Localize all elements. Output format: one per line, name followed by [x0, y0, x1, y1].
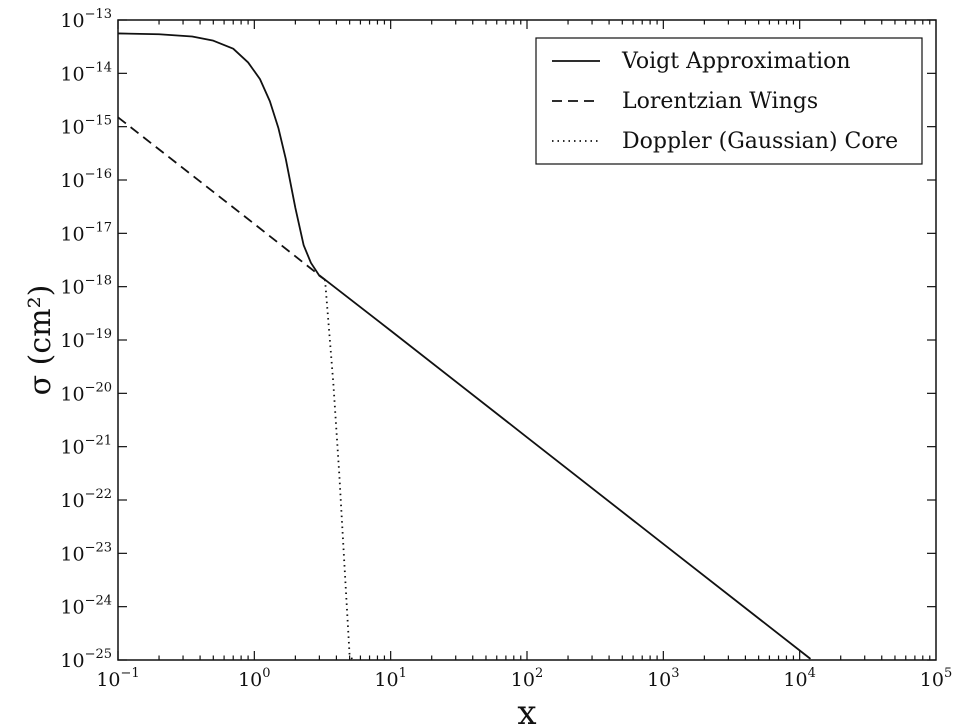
y-tick-label: 10−18 [60, 274, 112, 299]
series-line-dotted [324, 279, 354, 661]
y-tick-label: 10−24 [60, 594, 112, 619]
y-tick-label: 10−19 [60, 327, 112, 352]
y-axis-label: σ (cm²) [23, 285, 58, 396]
y-tick-label: 10−21 [60, 434, 112, 459]
y-tick-label: 10−22 [60, 487, 112, 512]
x-tick-label: 104 [783, 666, 815, 691]
x-tick-label: 100 [238, 666, 270, 691]
legend-box [535, 37, 923, 165]
legend: Voigt Approximation Lorentzian Wings Dop… [535, 37, 923, 165]
y-tick-label: 10−13 [60, 7, 112, 32]
legend-label-lorentzian: Lorentzian Wings [622, 89, 818, 114]
y-tick-label: 10−25 [60, 647, 112, 672]
x-tick-label: 105 [920, 666, 952, 691]
x-tick-label: 103 [647, 666, 679, 691]
axis-tick-labels: 10−1 100 101 102 103 104 105 10−25 10−24 10−23 10−… [60, 7, 952, 691]
x-axis-label: x [517, 693, 536, 727]
x-tick-label: 10−1 [96, 666, 139, 691]
axis-ticks [117, 19, 936, 661]
x-tick-label: 101 [374, 666, 406, 691]
y-tick-label: 10−23 [60, 540, 112, 565]
series-line-dashed [117, 116, 326, 281]
y-tick-label: 10−20 [60, 380, 112, 405]
series-layer [117, 32, 812, 661]
legend-label-doppler: Doppler (Gaussian) Core [622, 129, 898, 154]
y-tick-label: 10−17 [60, 220, 112, 245]
y-tick-label: 10−15 [60, 114, 112, 139]
x-tick-label: 102 [511, 666, 543, 691]
y-tick-label: 10−16 [60, 167, 112, 192]
series-line-solid [117, 32, 812, 660]
y-tick-label: 10−14 [60, 60, 112, 85]
legend-label-voigt: Voigt Approximation [621, 49, 851, 74]
